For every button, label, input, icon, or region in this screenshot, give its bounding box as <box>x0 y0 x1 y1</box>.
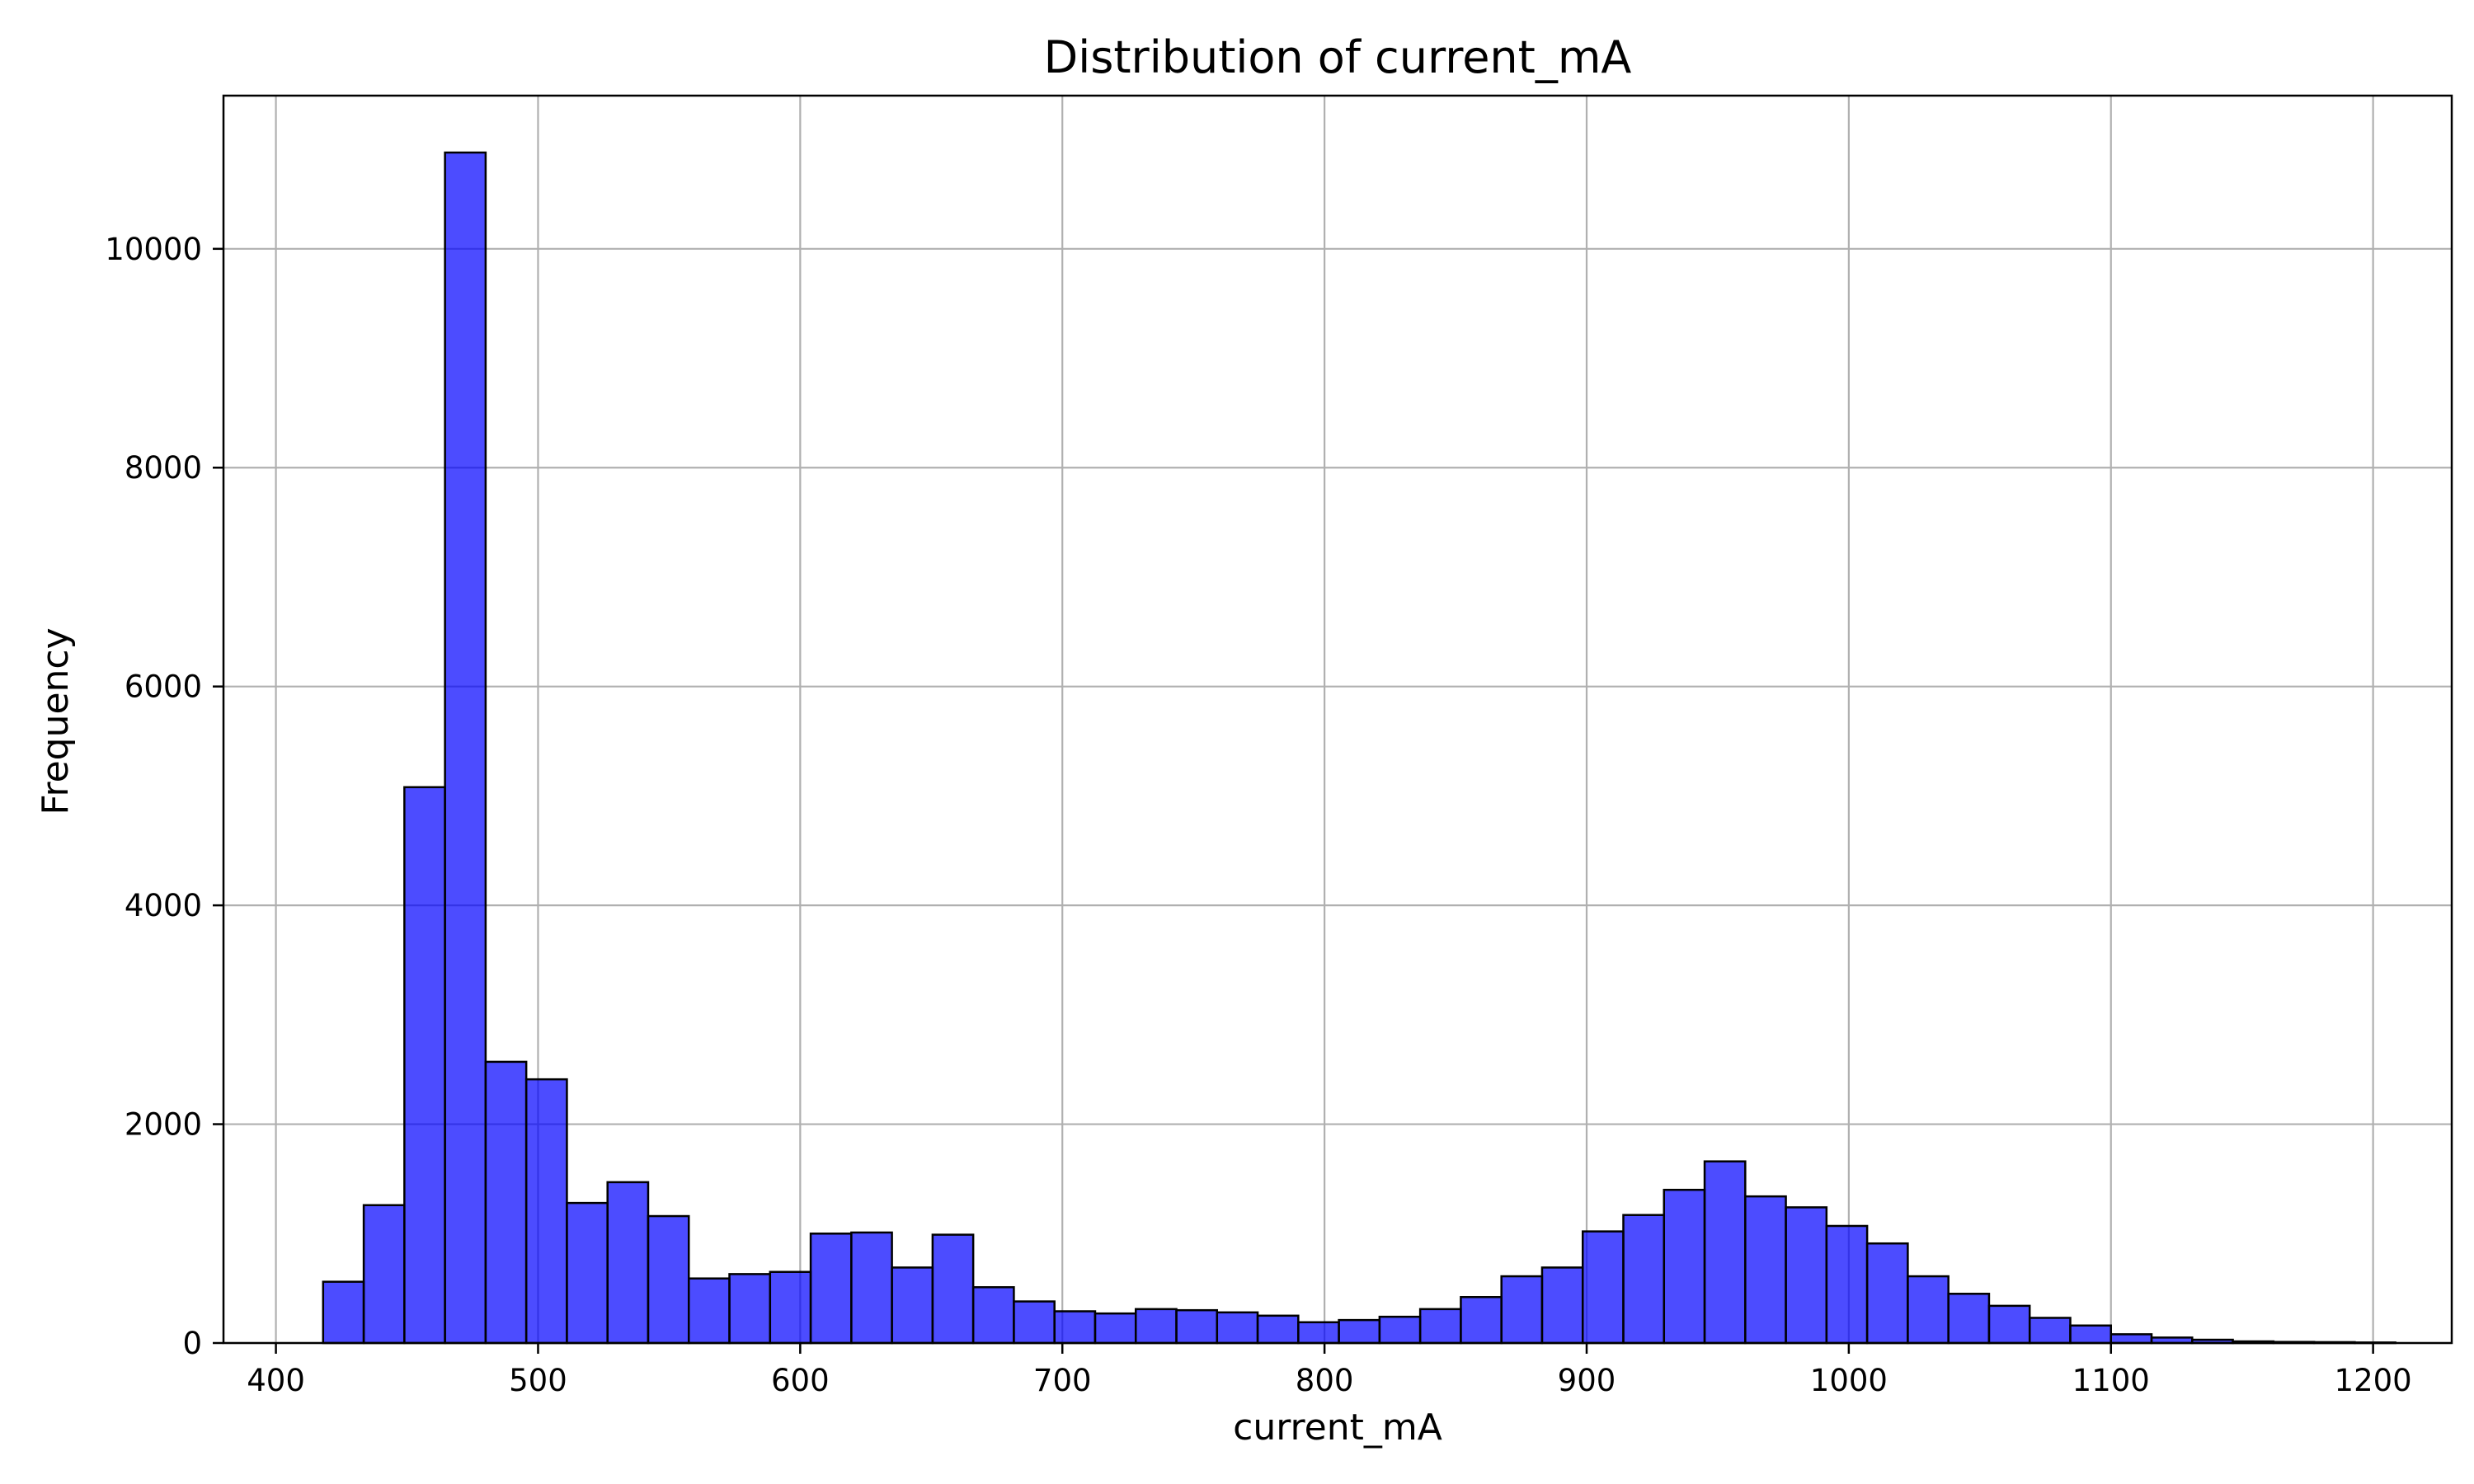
histogram-bar <box>2028 1317 2072 1345</box>
histogram-bar <box>1865 1242 1909 1345</box>
histogram-bar <box>1703 1160 1747 1345</box>
histogram-bar <box>2069 1324 2113 1345</box>
histogram-bar <box>1500 1275 1544 1345</box>
histogram-bar <box>850 1231 893 1345</box>
bars <box>322 151 2396 1345</box>
axis-ticks: 400 500 600 700 800 900 1000 1100 1200 0 2000 4000 6… <box>105 232 2411 1398</box>
histogram-bar <box>1947 1293 1991 1345</box>
histogram-bar <box>1175 1308 1219 1345</box>
y-tick-label: 0 <box>182 1326 202 1361</box>
histogram-bar <box>1663 1188 1706 1345</box>
x-tick-label: 600 <box>771 1363 830 1398</box>
histogram-bar <box>1256 1314 1300 1345</box>
histogram-bar <box>1297 1321 1340 1345</box>
histogram-bar <box>1378 1315 1422 1345</box>
x-tick-label: 500 <box>509 1363 567 1398</box>
histogram-bar <box>1785 1206 1828 1345</box>
histogram-bar <box>1013 1300 1056 1345</box>
histogram-bar <box>1987 1304 2031 1345</box>
histogram-bar <box>362 1204 406 1345</box>
histogram-bar <box>809 1233 853 1345</box>
histogram-bar <box>728 1273 772 1345</box>
histogram-bar <box>769 1270 812 1345</box>
histogram-bar <box>484 1060 528 1345</box>
x-tick-label: 900 <box>1558 1363 1616 1398</box>
histogram-bar <box>931 1233 975 1345</box>
x-tick-label: 1200 <box>2335 1363 2412 1398</box>
y-tick-label: 4000 <box>125 888 202 923</box>
histogram-bar <box>971 1286 1015 1345</box>
y-tick-label: 8000 <box>125 450 202 486</box>
histogram-bar <box>606 1181 650 1345</box>
histogram-bar <box>1581 1230 1625 1345</box>
histogram-bar <box>1540 1266 1584 1345</box>
x-axis-label: current_mA <box>1233 1407 1442 1449</box>
histogram-bar <box>403 786 446 1345</box>
x-tick-label: 1000 <box>1810 1363 1888 1398</box>
histogram-bar <box>322 1280 365 1345</box>
x-tick-label: 800 <box>1296 1363 1354 1398</box>
histogram-bar <box>687 1277 731 1345</box>
histogram-bar <box>1744 1195 1787 1345</box>
histogram-bar <box>2109 1333 2153 1345</box>
histogram-bar <box>1622 1214 1666 1345</box>
histogram-bar <box>1094 1312 1137 1345</box>
histogram-bar <box>444 151 487 1345</box>
x-tick-label: 400 <box>247 1363 305 1398</box>
chart-title: Distribution of current_mA <box>1044 31 1632 83</box>
histogram-bar <box>1418 1308 1462 1345</box>
y-axis-label: Frequency <box>35 627 77 815</box>
plot-frame <box>222 94 2453 1345</box>
histogram-bar <box>1216 1311 1259 1345</box>
histogram-bar <box>1338 1318 1381 1345</box>
histogram-bar <box>647 1214 690 1345</box>
x-tick-label: 700 <box>1033 1363 1092 1398</box>
histogram-bar <box>1907 1275 1950 1345</box>
y-tick-label: 10000 <box>105 232 202 267</box>
histogram-bar <box>1053 1310 1097 1345</box>
histogram-bar <box>566 1201 609 1345</box>
y-tick-label: 6000 <box>125 669 202 705</box>
histogram-bar <box>1134 1308 1178 1345</box>
histogram-bar <box>1825 1224 1869 1345</box>
x-tick-label: 1100 <box>2072 1363 2150 1398</box>
y-tick-label: 2000 <box>125 1107 202 1143</box>
histogram-bar <box>524 1078 568 1345</box>
histogram-bar <box>891 1266 934 1345</box>
histogram-bar <box>1460 1296 1503 1345</box>
